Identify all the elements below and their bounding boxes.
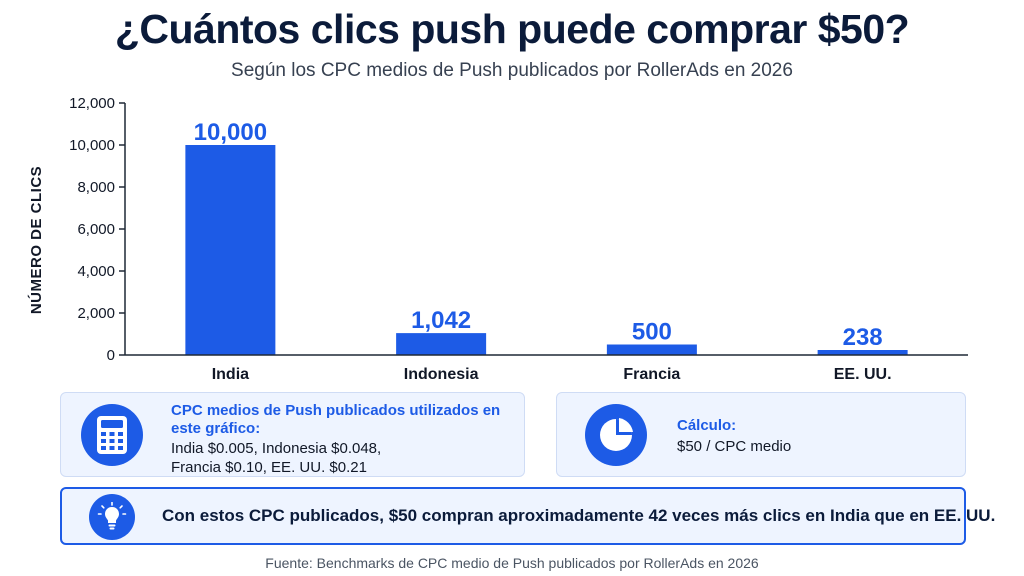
- bar: [396, 333, 487, 355]
- category-label: India: [212, 366, 249, 383]
- calculator-icon: [81, 404, 143, 466]
- data-label: 10,000: [194, 119, 267, 146]
- calculation-card: Cálculo: $50 / CPC medio: [556, 392, 966, 477]
- cpc-card-values: India $0.005, Indonesia $0.048, Francia …: [171, 439, 511, 477]
- chart-subtitle: Según los CPC medios de Push publicados …: [231, 60, 793, 81]
- y-tick-label: 6,000: [77, 221, 115, 238]
- insight-message: Con estos CPC publicados, $50 compran ap…: [162, 506, 996, 525]
- y-tick-label: 4,000: [77, 263, 115, 280]
- cpc-info-card: CPC medios de Push publicados utilizados…: [60, 392, 525, 477]
- calculation-formula: $50 / CPC medio: [677, 438, 792, 455]
- bars: 10,000 1,042 500 238: [185, 119, 908, 355]
- cpc-values-line-1: India $0.005, Indonesia $0.048,: [171, 440, 382, 457]
- y-tick-label: 0: [107, 347, 115, 364]
- y-tick-label: 8,000: [77, 179, 115, 196]
- y-tick-label: 12,000: [69, 95, 115, 112]
- bar-chart: NÚMERO DE CLICS 0 2,000 4,000 6,000 8,000 10,…: [27, 95, 968, 383]
- category-label: EE. UU.: [834, 366, 892, 383]
- chart-title: ¿Cuántos clics push puede comprar $50?: [114, 6, 910, 52]
- pie-chart-icon: [585, 404, 647, 466]
- bar: [817, 350, 908, 355]
- y-tick-label: 10,000: [69, 137, 115, 154]
- x-axis: India Indonesia Francia EE. UU.: [125, 354, 968, 383]
- y-axis: 0 2,000 4,000 6,000 8,000 10,000 12,000: [69, 95, 126, 364]
- data-label: 1,042: [411, 307, 471, 334]
- insight-card: Con estos CPC publicados, $50 compran ap…: [60, 487, 995, 545]
- bar: [606, 344, 697, 355]
- cpc-values-line-2: Francia $0.10, EE. UU. $0.21: [171, 459, 367, 476]
- category-label: Francia: [623, 366, 680, 383]
- bar: [185, 145, 276, 355]
- y-tick-label: 2,000: [77, 305, 115, 322]
- category-label: Indonesia: [404, 366, 479, 383]
- lightbulb-icon: [89, 494, 135, 540]
- cpc-card-heading: CPC medios de Push publicados utilizados…: [171, 402, 501, 437]
- data-label: 238: [843, 324, 883, 351]
- calculation-heading: Cálculo:: [677, 417, 737, 434]
- source-note: Fuente: Benchmarks de CPC medio de Push …: [265, 555, 759, 571]
- data-label: 500: [632, 319, 672, 346]
- y-axis-label: NÚMERO DE CLICS: [27, 166, 45, 314]
